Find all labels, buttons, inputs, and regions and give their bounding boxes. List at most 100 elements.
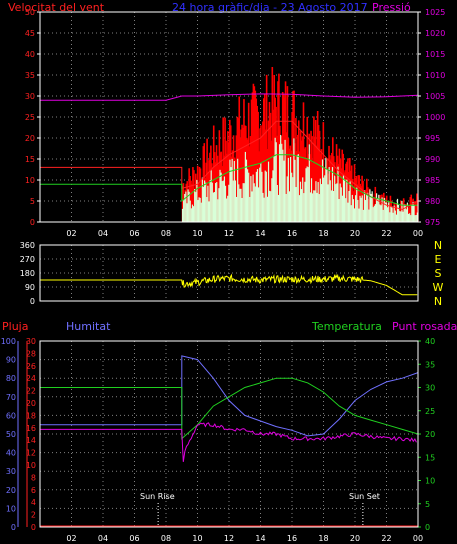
rain-tick-label: 28 [26, 349, 36, 358]
y-tick-label: 40 [25, 50, 35, 59]
chart-title: 24 hora gràfic/dia - 23 Agosto 2017 [172, 1, 368, 14]
rain-tick-label: 2 [31, 511, 36, 520]
y-tick-label: 180 [20, 269, 35, 278]
humidity-tick-label: 80 [6, 374, 16, 383]
x-tick-label: 10 [192, 229, 202, 238]
y-tick-label: 10 [25, 176, 35, 185]
x-tick-label: 20 [350, 229, 360, 238]
compass-label: N [434, 295, 442, 308]
x-tick-label: 04 [98, 534, 108, 543]
sunrise-label: Sun Rise [140, 492, 175, 501]
y2-tick-label: 1005 [425, 92, 445, 101]
pressure-title: Pressió [372, 1, 411, 14]
temp-tick-label: 20 [425, 430, 435, 439]
humidity-tick-label: 20 [6, 486, 16, 495]
temp-tick-label: 35 [425, 360, 435, 369]
sunset-label: Sun Set [349, 492, 380, 501]
x-tick-label: 16 [287, 229, 297, 238]
x-tick-label: 20 [350, 534, 360, 543]
rain-tick-label: 6 [31, 486, 36, 495]
dewpoint-title: Punt rosada [392, 320, 457, 333]
humidity-tick-label: 60 [6, 411, 16, 420]
x-tick-label: 10 [192, 534, 202, 543]
rain-tick-label: 10 [26, 461, 36, 470]
temp-tick-label: 10 [425, 477, 435, 486]
x-tick-label: 14 [255, 534, 265, 543]
x-tick-label: 16 [287, 534, 297, 543]
y-tick-label: 45 [25, 29, 35, 38]
y-tick-label: 15 [25, 155, 35, 164]
y2-tick-label: 995 [425, 134, 440, 143]
temperature-title: Temperatura [311, 320, 382, 333]
x-tick-label: 02 [66, 229, 76, 238]
compass-label: W [433, 281, 444, 294]
rain-tick-label: 16 [26, 424, 36, 433]
y-tick-label: 35 [25, 71, 35, 80]
wind-speed-line [40, 120, 419, 210]
y-tick-label: 360 [20, 241, 35, 250]
rain-tick-label: 14 [26, 436, 36, 445]
x-tick-label: 06 [129, 229, 139, 238]
x-tick-label: 18 [318, 229, 328, 238]
humidity-tick-label: 40 [6, 449, 16, 458]
humidity-temperature-panel: 0102030405060708090100024681012141618202… [1, 337, 435, 543]
humidity-tick-label: 30 [6, 467, 16, 476]
x-tick-label: 00 [413, 229, 423, 238]
plot-frame [39, 11, 419, 223]
temp-tick-label: 25 [425, 407, 435, 416]
x-tick-label: 04 [98, 229, 108, 238]
dewpoint-line [40, 422, 417, 462]
y2-tick-label: 1010 [425, 71, 445, 80]
temp-tick-label: 5 [425, 500, 430, 509]
humidity-tick-label: 0 [11, 523, 16, 532]
y-tick-label: 0 [30, 218, 35, 227]
wind-direction-panel: 0 N 90 W 180 S 270 E 360 N [20, 239, 444, 308]
rain-tick-label: 12 [26, 449, 36, 458]
temp-tick-label: 0 [425, 523, 430, 532]
y-tick-label: 90 [25, 283, 35, 292]
compass-label: S [435, 267, 442, 280]
rain-tick-label: 26 [26, 362, 36, 371]
x-tick-label: 06 [129, 534, 139, 543]
y-tick-label: 30 [25, 92, 35, 101]
rain-tick-label: 4 [31, 498, 36, 507]
x-tick-label: 08 [161, 534, 171, 543]
rain-tick-label: 30 [26, 337, 36, 346]
compass-label: N [434, 239, 442, 252]
x-tick-label: 12 [224, 229, 234, 238]
x-tick-label: 00 [413, 534, 423, 543]
y-tick-label: 0 [30, 297, 35, 306]
y2-tick-label: 990 [425, 155, 440, 164]
temperature-line [40, 154, 418, 206]
temperature-line [40, 377, 419, 440]
x-tick-label: 08 [161, 229, 171, 238]
temp-tick-label: 40 [425, 337, 435, 346]
rain-tick-label: 20 [26, 399, 36, 408]
compass-label: E [435, 253, 442, 266]
wind-direction-line [40, 273, 418, 296]
rain-tick-label: 22 [26, 387, 36, 396]
x-tick-label: 18 [318, 534, 328, 543]
y2-tick-label: 985 [425, 176, 440, 185]
pressure-line [40, 93, 419, 101]
y2-tick-label: 1025 [425, 8, 445, 17]
y-tick-label: 50 [25, 8, 35, 17]
humidity-line [40, 355, 419, 437]
wind-speed-title: Velocitat del vent [8, 1, 105, 14]
y-tick-label: 20 [25, 134, 35, 143]
y2-tick-label: 1015 [425, 50, 445, 59]
y2-tick-label: 1000 [425, 113, 445, 122]
rain-tick-label: 0 [31, 523, 36, 532]
humidity-tick-label: 100 [1, 337, 16, 346]
x-tick-label: 22 [381, 229, 391, 238]
y2-tick-label: 975 [425, 218, 440, 227]
humidity-title: Humitat [66, 320, 111, 333]
x-tick-label: 22 [381, 534, 391, 543]
x-tick-label: 02 [66, 534, 76, 543]
humidity-tick-label: 90 [6, 356, 16, 365]
rain-title: Pluja [2, 320, 28, 333]
wind-pressure-panel: 0510152025303540455097598098599099510001… [25, 8, 446, 238]
plot-frame [39, 244, 419, 302]
y-tick-label: 25 [25, 113, 35, 122]
humidity-tick-label: 50 [6, 430, 16, 439]
